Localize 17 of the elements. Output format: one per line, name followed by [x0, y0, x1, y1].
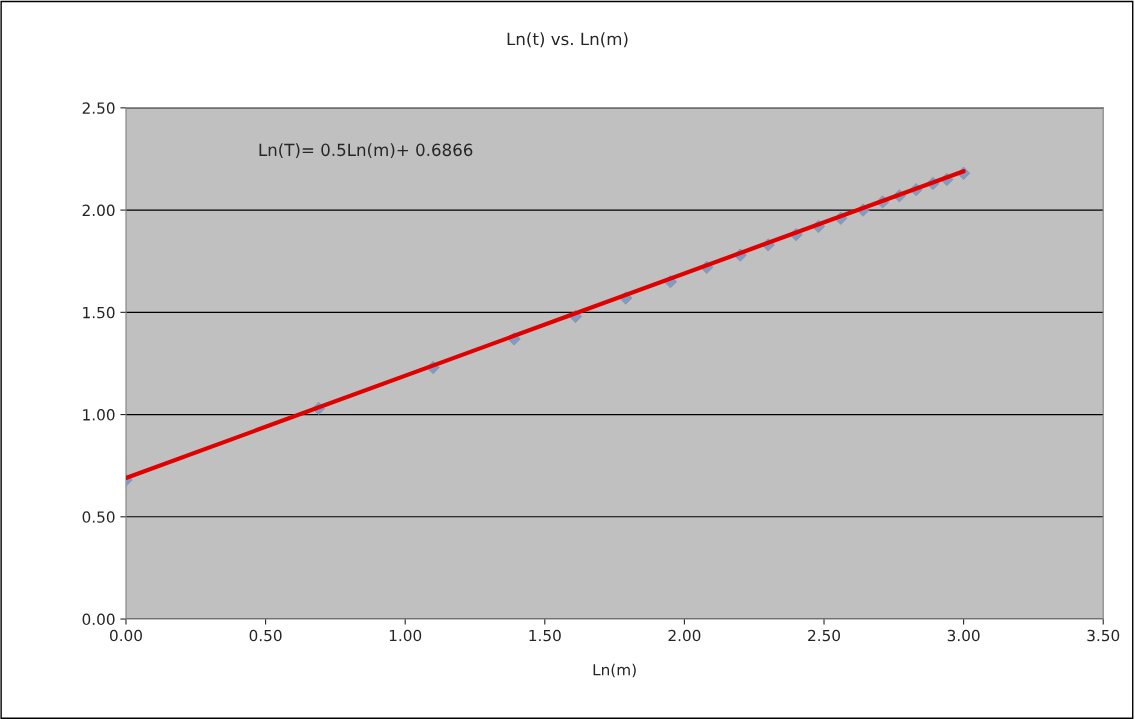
y-tick-label: 1.50	[83, 306, 115, 319]
annotation: Ln(T)= 0.5Ln(m)+ 0.6866	[259, 143, 473, 159]
y-tick-label: 2.00	[82, 204, 115, 217]
y-tick-label: 1.00	[83, 409, 115, 421]
x-tick-label: 1.00	[389, 629, 422, 642]
y-tick-label: 2.50	[82, 102, 115, 114]
y-tick-label: 0.00	[82, 613, 115, 626]
x-tick-label: 0.00	[109, 629, 142, 642]
y-tick-label: 0.50	[82, 511, 115, 523]
x-tick-label: 2.00	[668, 629, 701, 642]
x-tick-label: 0.50	[249, 629, 282, 642]
chart-title: Ln(t) vs. Ln(m)	[507, 32, 628, 48]
x-tick-label: 3.00	[947, 629, 980, 642]
x-tick-label: 2.50	[808, 629, 840, 642]
x-tick-label: 1.50	[529, 629, 561, 642]
x-axis-title: Ln(m)	[593, 663, 636, 678]
x-tick-label: 3.50	[1087, 629, 1120, 642]
